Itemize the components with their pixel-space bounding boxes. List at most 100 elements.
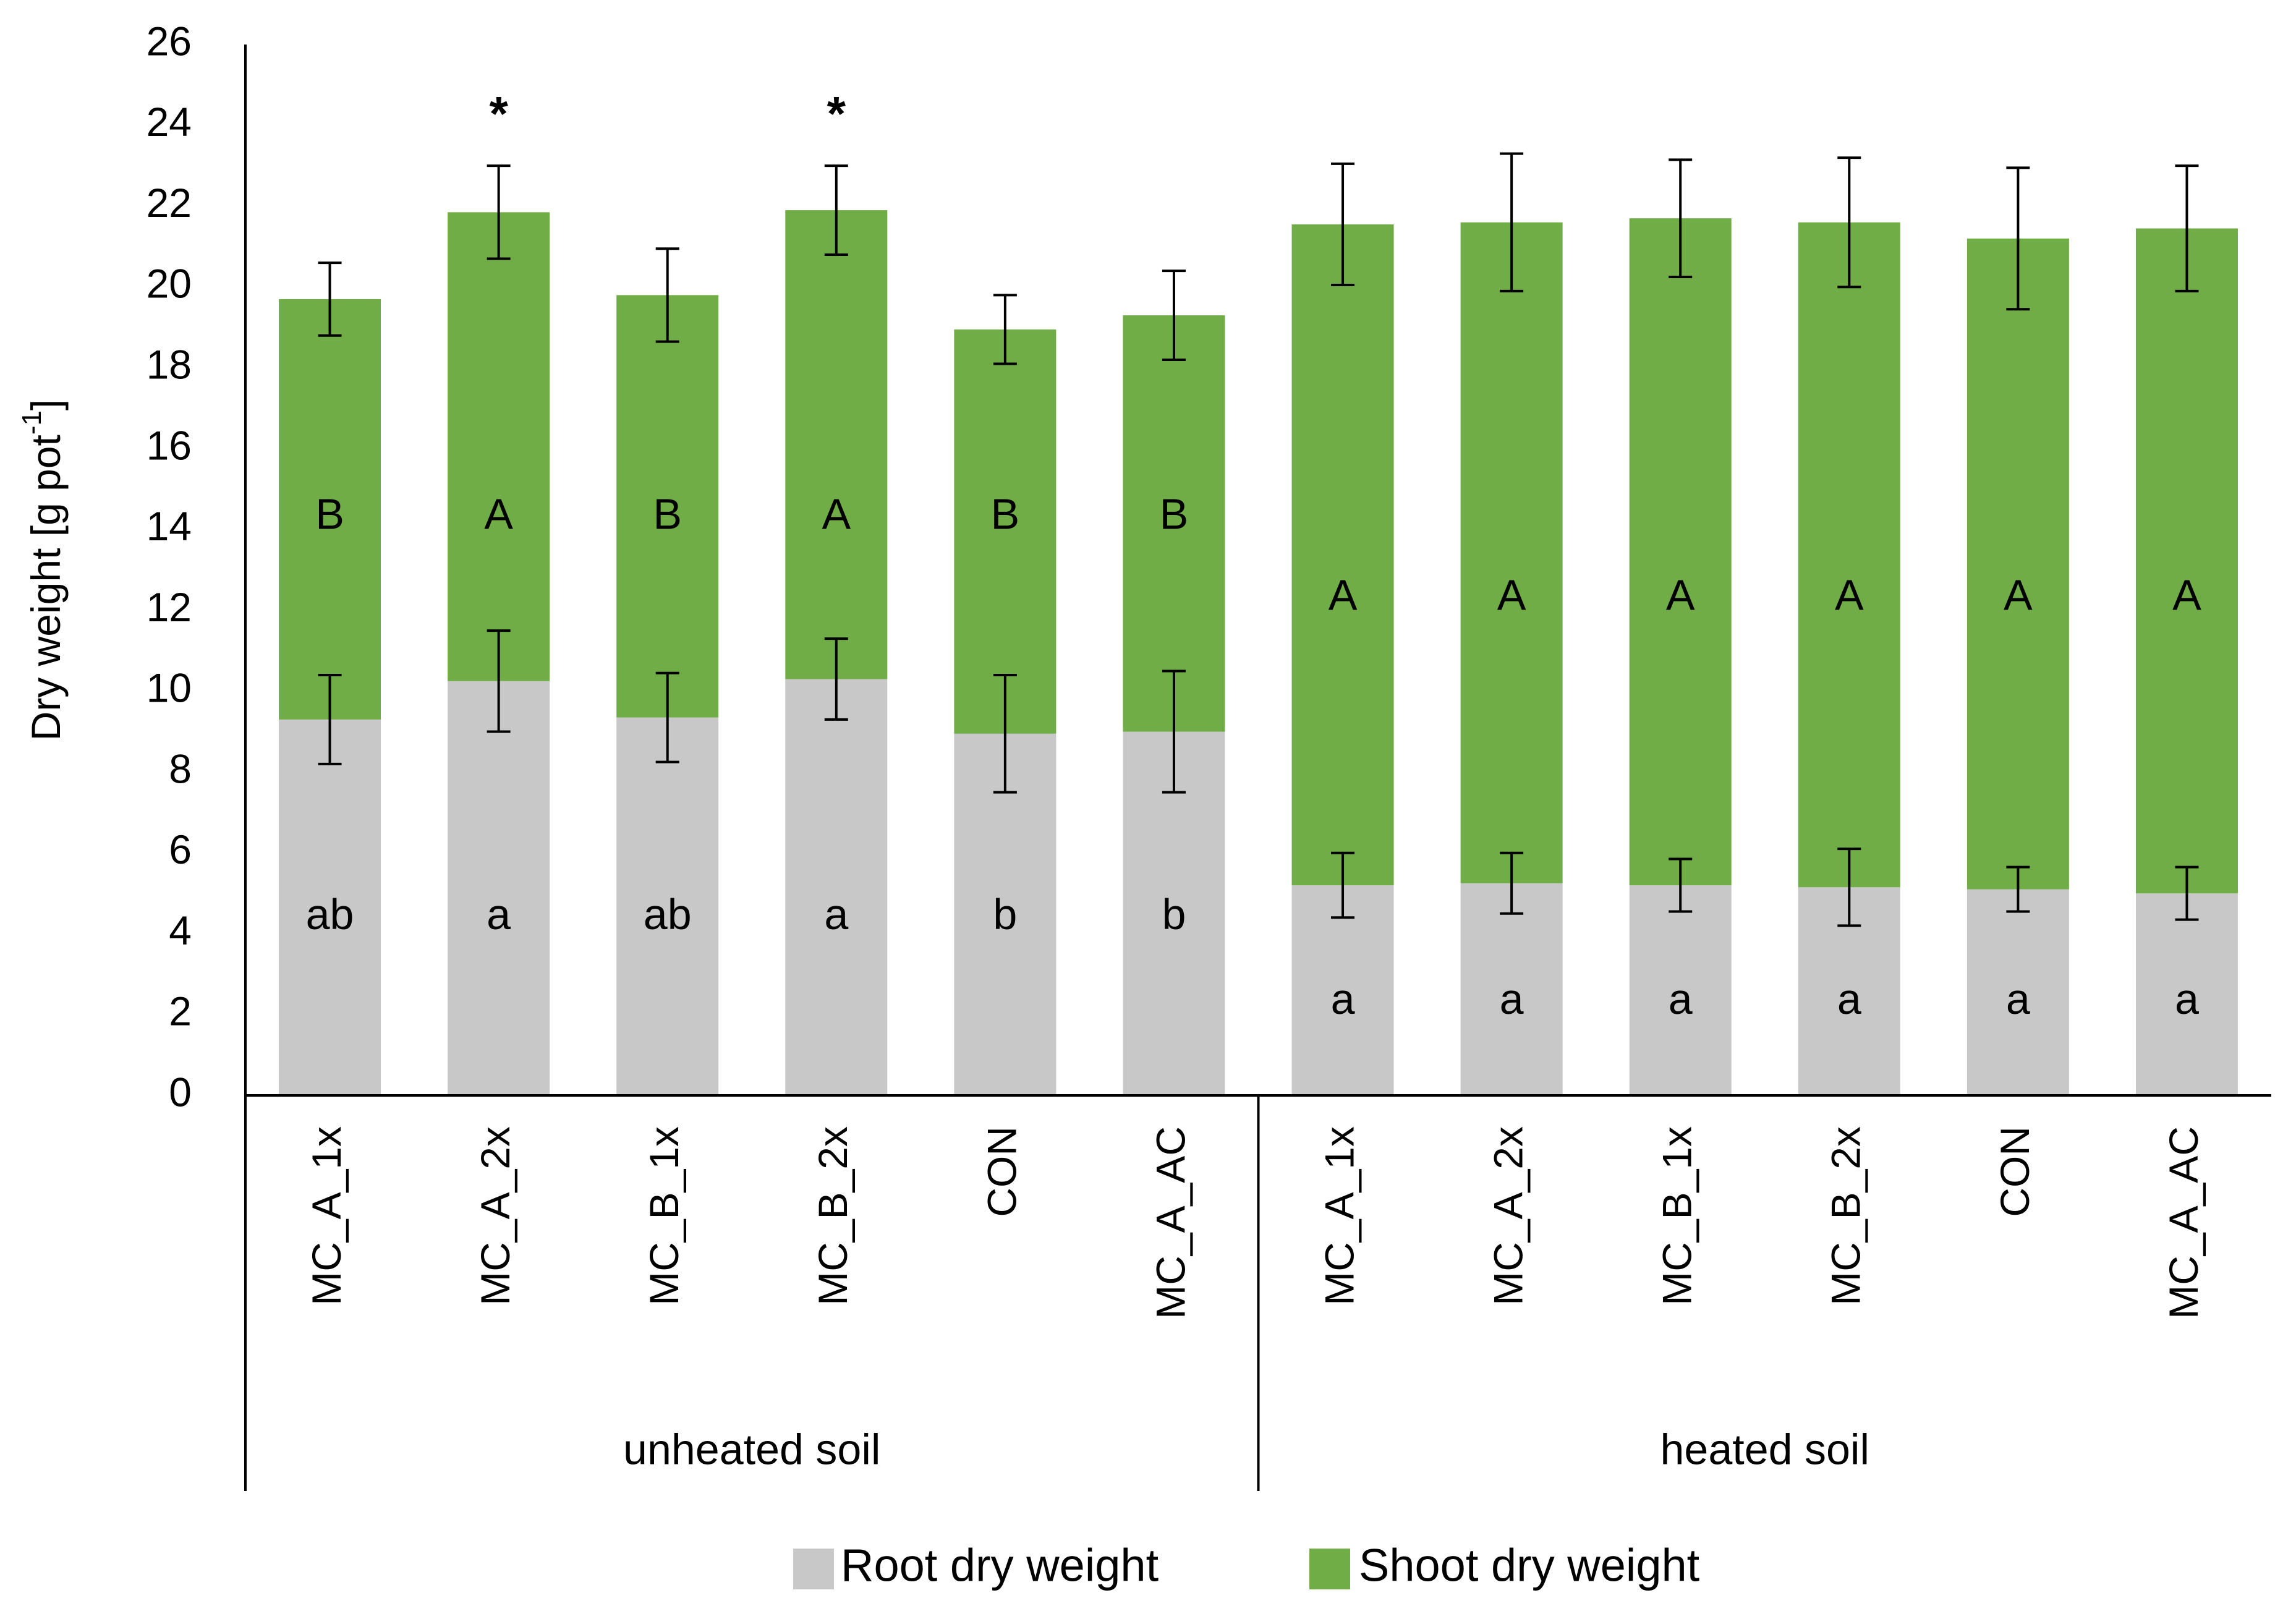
- shoot-letter-5: B: [991, 490, 1020, 538]
- legend-label-shoot: Shoot dry weight: [1359, 1540, 1700, 1591]
- x-category-label: MC_A_AC: [2161, 1126, 2206, 1319]
- shoot-bar-2: [448, 212, 550, 681]
- group-label-1: unheated soil: [623, 1425, 880, 1473]
- root-letter-1: ab: [306, 890, 354, 938]
- root-error-bar-9: [1669, 857, 1693, 913]
- root-error-bar-3: [655, 671, 679, 763]
- shoot-letter-7: A: [1329, 571, 1358, 619]
- root-error-bar-1: [318, 674, 342, 765]
- root-letter-2: a: [487, 890, 511, 938]
- root-letter-5: b: [993, 890, 1017, 938]
- y-tick-label: 18: [147, 342, 192, 388]
- root-error-bar-7: [1331, 851, 1355, 919]
- shoot-error-bar-5: [993, 294, 1017, 365]
- shoot-bar-5: [954, 329, 1057, 734]
- y-tick-label: 22: [147, 180, 192, 226]
- y-tick-label: 4: [169, 908, 192, 953]
- y-tick-label: 0: [169, 1069, 192, 1115]
- y-tick-label: 16: [147, 422, 192, 468]
- shoot-bar-8: [1460, 222, 1563, 883]
- shoot-bar-10: [1798, 222, 1900, 888]
- shoot-error-bar-7: [1331, 162, 1355, 287]
- y-tick-label: 20: [147, 261, 192, 307]
- y-tick-label: 26: [147, 18, 192, 64]
- shoot-bar-1: [279, 299, 381, 720]
- root-letter-3: ab: [644, 890, 692, 938]
- significance-asterisk-1: *: [489, 86, 508, 140]
- shoot-error-bar-10: [1837, 156, 1861, 289]
- root-error-bar-12: [2175, 865, 2199, 921]
- root-bar-3: [616, 717, 719, 1095]
- shoot-bar-7: [1291, 224, 1394, 885]
- shoot-letter-1: B: [315, 490, 344, 538]
- shoot-bar-11: [1966, 238, 2069, 890]
- root-error-bar-10: [1837, 848, 1861, 927]
- x-category-label: MC_A_1x: [304, 1126, 349, 1306]
- shoot-letter-6: B: [1160, 490, 1189, 538]
- root-error-bar-5: [993, 674, 1017, 794]
- shoot-letter-4: A: [822, 490, 851, 538]
- root-letter-9: a: [1669, 975, 1693, 1023]
- x-category-label: MC_A_1x: [1316, 1126, 1362, 1306]
- shoot-error-bar-2: [487, 164, 511, 260]
- shoot-letter-12: A: [2172, 571, 2201, 619]
- root-error-bar-6: [1162, 669, 1186, 794]
- shoot-error-bar-9: [1669, 158, 1693, 278]
- x-category-label: CON: [1992, 1126, 2038, 1217]
- y-tick-label: 24: [147, 99, 192, 145]
- x-category-label: MC_B_2x: [1823, 1126, 1869, 1306]
- shoot-letter-9: A: [1666, 571, 1695, 619]
- root-letter-6: b: [1162, 890, 1186, 938]
- group-label-2: heated soil: [1660, 1425, 1869, 1473]
- root-bar-4: [785, 679, 888, 1095]
- shoot-bar-3: [616, 295, 719, 718]
- root-letter-4: a: [824, 890, 848, 938]
- root-error-bar-11: [2006, 865, 2030, 913]
- shoot-bar-12: [2135, 228, 2238, 894]
- root-bar-7: [1291, 885, 1394, 1095]
- x-category-label: CON: [979, 1126, 1024, 1217]
- x-category-label: MC_B_2x: [810, 1126, 856, 1306]
- shoot-letter-11: A: [2004, 571, 2033, 619]
- shoot-bar-4: [785, 210, 888, 679]
- root-letter-11: a: [2006, 975, 2030, 1023]
- y-tick-label: 10: [147, 665, 192, 711]
- legend-label-root: Root dry weight: [841, 1540, 1159, 1591]
- x-category-label: MC_A_AC: [1147, 1126, 1193, 1319]
- root-bar-12: [2135, 893, 2238, 1095]
- root-bar-11: [1966, 889, 2069, 1095]
- shoot-letter-8: A: [1497, 571, 1526, 619]
- shoot-error-bar-6: [1162, 270, 1186, 361]
- shoot-error-bar-8: [1500, 152, 1524, 292]
- shoot-error-bar-11: [2006, 166, 2030, 311]
- shoot-error-bar-12: [2175, 164, 2199, 292]
- y-tick-label: 14: [147, 503, 192, 549]
- root-error-bar-4: [824, 637, 848, 721]
- root-bar-9: [1629, 885, 1732, 1095]
- root-bar-2: [448, 681, 550, 1095]
- shoot-letter-2: A: [484, 490, 513, 538]
- x-category-label: MC_B_1x: [1654, 1126, 1700, 1306]
- shoot-error-bar-1: [318, 261, 342, 337]
- root-letter-10: a: [1837, 975, 1861, 1023]
- root-bar-1: [279, 719, 381, 1095]
- root-error-bar-8: [1500, 851, 1524, 915]
- y-tick-label: 8: [169, 746, 192, 791]
- y-tick-label: 2: [169, 988, 192, 1034]
- shoot-letter-3: B: [653, 490, 682, 538]
- x-category-label: MC_B_1x: [641, 1126, 687, 1306]
- root-bar-8: [1460, 883, 1563, 1095]
- y-tick-label: 12: [147, 584, 192, 630]
- y-tick-label: 6: [169, 827, 192, 872]
- root-letter-7: a: [1331, 975, 1355, 1023]
- root-letter-8: a: [1500, 975, 1524, 1023]
- root-error-bar-2: [487, 629, 511, 733]
- x-category-label: MC_A_2x: [1486, 1126, 1531, 1306]
- shoot-bar-6: [1123, 315, 1225, 732]
- shoot-error-bar-4: [824, 164, 848, 256]
- significance-asterisk-2: *: [827, 86, 846, 140]
- legend-swatch-shoot: [1309, 1549, 1350, 1589]
- shoot-error-bar-3: [655, 247, 679, 343]
